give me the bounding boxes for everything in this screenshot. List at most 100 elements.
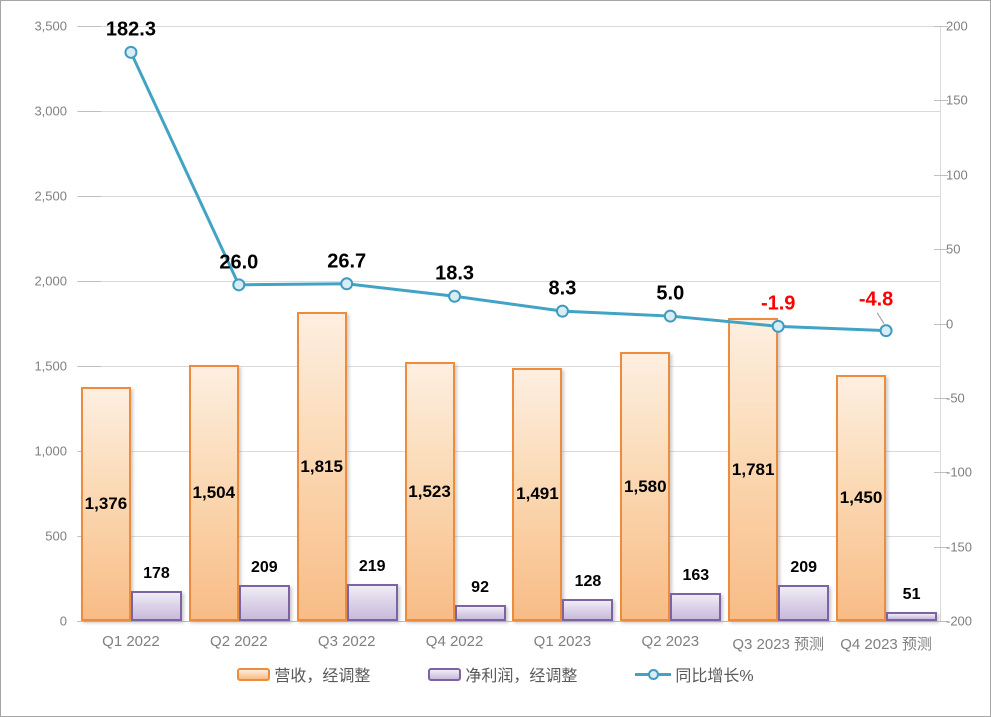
- left-axis-tick-label: 2,500: [34, 188, 67, 204]
- growth-point-label: 182.3: [105, 18, 156, 41]
- legend-item-profit: 净利润，经调整: [428, 662, 577, 686]
- growth-point-label: -1.9: [760, 292, 796, 315]
- right-axis-tick: [934, 546, 948, 548]
- x-axis-category-label: Q2 2023: [641, 633, 700, 650]
- right-axis-tick-label: 50: [946, 241, 961, 257]
- right-axis-tick: [934, 323, 948, 325]
- legend-item-revenue: 营收，经调整: [237, 662, 370, 686]
- bar-label-profit: 219: [358, 557, 386, 575]
- left-axis-tick: [78, 196, 101, 197]
- growth-point-marker: [448, 289, 462, 303]
- left-axis-tick-label: 3,000: [34, 103, 67, 119]
- left-axis-tick: [78, 621, 101, 622]
- x-axis-category-label: Q1 2023: [533, 633, 592, 650]
- bar-label-revenue: 1,580: [624, 476, 667, 496]
- growth-point-label: 26.0: [219, 251, 259, 274]
- right-axis-tick-label: 100: [946, 167, 968, 183]
- left-axis-tick: [78, 26, 101, 27]
- bar-revenue: [512, 367, 563, 621]
- right-axis-tick: [934, 621, 948, 622]
- bar-label-revenue: 1,815: [300, 456, 343, 476]
- left-axis-tick: [78, 111, 101, 112]
- bar-label-profit: 51: [902, 586, 921, 604]
- growth-point-label: 5.0: [656, 282, 685, 305]
- left-axis-tick-label: 1,000: [34, 443, 67, 459]
- right-axis-tick: [934, 174, 948, 176]
- legend-item-growth: 同比增长%: [635, 662, 754, 686]
- right-axis-tick: [934, 472, 948, 474]
- bar-label-profit: 209: [250, 559, 278, 577]
- right-axis-tick: [934, 249, 948, 251]
- right-axis-tick-label: -100: [946, 464, 973, 480]
- x-axis-category-label: Q4 2023 预测: [840, 636, 932, 653]
- gridline: [77, 26, 940, 27]
- growth-point-marker: [340, 277, 354, 291]
- right-axis-tick-label: 150: [946, 92, 968, 108]
- growth-point-label: 18.3: [435, 262, 475, 285]
- right-axis-tick-label: 200: [946, 18, 968, 34]
- bar-label-revenue: 1,450: [839, 487, 883, 507]
- gridline: [77, 451, 940, 452]
- legend-label-growth: 同比增长%: [675, 668, 754, 685]
- bar-profit: [562, 599, 614, 621]
- left-axis-tick-label: 2,000: [34, 273, 67, 289]
- bar-profit: [238, 585, 290, 621]
- left-axis-tick-label: 500: [45, 528, 67, 544]
- right-axis-tick-label: 0: [946, 316, 954, 331]
- x-axis-line: [77, 621, 940, 622]
- bar-revenue: [404, 362, 455, 621]
- bar-label-profit: 128: [574, 573, 602, 591]
- bar-label-revenue: 1,523: [408, 481, 451, 501]
- right-axis-tick: [934, 100, 948, 102]
- x-axis-category-label: Q1 2022: [102, 633, 160, 650]
- growth-point-marker: [555, 304, 569, 318]
- bar-revenue: [80, 387, 131, 621]
- growth-line: [129, 51, 887, 333]
- growth-line-marker-icon: [635, 668, 672, 680]
- x-axis-category-label: Q2 2022: [210, 633, 268, 650]
- right-axis-tick: [934, 397, 948, 399]
- x-axis-category-label: Q3 2023 预测: [732, 636, 825, 653]
- growth-point-label: 8.3: [548, 277, 577, 300]
- right-axis-tick-label: -200: [946, 613, 973, 629]
- bar-revenue: [296, 312, 347, 621]
- legend-label-profit: 净利润，经调整: [465, 668, 578, 685]
- bar-profit: [130, 590, 182, 621]
- left-axis-tick: [78, 366, 101, 367]
- bar-profit: [346, 583, 398, 621]
- x-axis-category-label: Q4 2022: [425, 633, 484, 650]
- gridline: [77, 536, 940, 537]
- left-axis-tick: [78, 281, 101, 282]
- growth-point-marker: [124, 45, 138, 59]
- label-leader-line: [876, 312, 885, 324]
- growth-point-marker: [663, 309, 677, 323]
- x-axis-category-label: Q3 2022: [317, 633, 376, 650]
- bar-profit: [454, 605, 506, 621]
- right-axis-tick-label: -150: [946, 539, 973, 555]
- bar-label-revenue: 1,781: [731, 459, 775, 479]
- bar-label-profit: 92: [471, 579, 489, 597]
- bar-revenue: [728, 318, 779, 621]
- gridline: [77, 281, 940, 282]
- bar-revenue: [620, 352, 671, 621]
- growth-point-label: -4.8: [858, 288, 894, 311]
- bar-label-revenue: 1,376: [84, 494, 128, 514]
- legend-label-revenue: 营收，经调整: [274, 668, 371, 685]
- revenue-swatch-icon: [237, 667, 271, 681]
- gridline: [77, 111, 940, 112]
- growth-point-label: 26.7: [327, 250, 367, 273]
- bar-profit: [670, 593, 722, 621]
- bar-label-revenue: 1,491: [516, 484, 559, 504]
- bar-profit: [886, 612, 938, 621]
- gridline: [77, 366, 940, 367]
- bar-label-profit: 178: [143, 564, 170, 582]
- right-axis-tick-label: -50: [946, 390, 965, 406]
- gridline: [77, 196, 940, 197]
- bar-label-profit: 163: [682, 567, 710, 585]
- left-axis-tick-label: 0: [59, 613, 67, 629]
- bar-label-profit: 209: [790, 559, 818, 577]
- bar-revenue: [836, 374, 887, 621]
- bar-label-revenue: 1,504: [192, 483, 236, 503]
- legend: 营收，经调整 净利润，经调整 同比增长%: [1, 662, 990, 686]
